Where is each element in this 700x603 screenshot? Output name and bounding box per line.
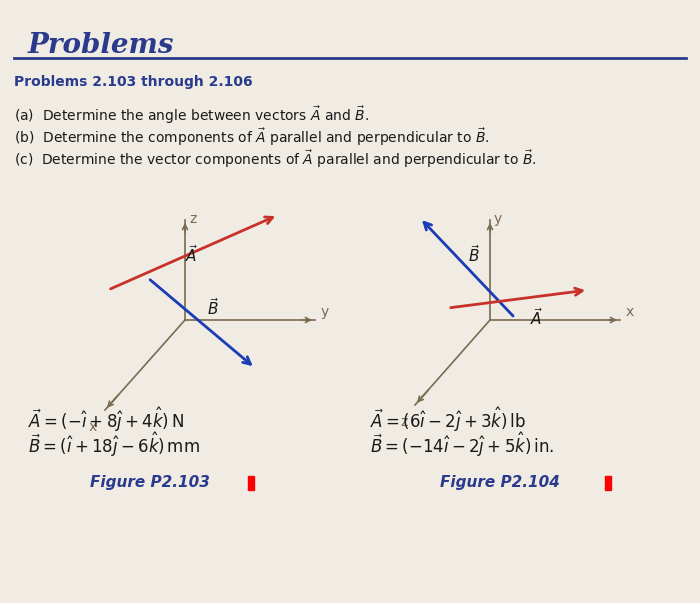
Text: $\vec{A}$: $\vec{A}$ bbox=[530, 308, 543, 329]
Text: $\vec{B} = (\hat{\imath} + 18\hat{\jmath} - 6\hat{k})\,\mathrm{mm}$: $\vec{B} = (\hat{\imath} + 18\hat{\jmath… bbox=[28, 430, 200, 459]
Text: x: x bbox=[89, 420, 97, 434]
Text: Figure P2.104: Figure P2.104 bbox=[440, 475, 560, 490]
Text: z: z bbox=[400, 415, 407, 429]
Text: $\vec{B}$: $\vec{B}$ bbox=[468, 245, 480, 265]
Text: z: z bbox=[189, 212, 197, 226]
Text: y: y bbox=[494, 212, 503, 226]
Text: Problems: Problems bbox=[28, 32, 174, 59]
Text: (b)  Determine the components of $\vec{A}$ parallel and perpendicular to $\vec{B: (b) Determine the components of $\vec{A}… bbox=[14, 126, 489, 148]
Text: y: y bbox=[321, 305, 329, 319]
Text: $\vec{B}$: $\vec{B}$ bbox=[207, 297, 219, 318]
Text: $\vec{A} = (-\hat{\imath} + 8\hat{\jmath} + 4\hat{k})\,\mathrm{N}$: $\vec{A} = (-\hat{\imath} + 8\hat{\jmath… bbox=[28, 405, 184, 434]
Text: $\vec{B} = (-14\hat{\imath} - 2\hat{\jmath} + 5\hat{k})\,\mathrm{in.}$: $\vec{B} = (-14\hat{\imath} - 2\hat{\jma… bbox=[370, 430, 554, 459]
Text: Figure P2.103: Figure P2.103 bbox=[90, 475, 210, 490]
Text: Problems 2.103 through 2.106: Problems 2.103 through 2.106 bbox=[14, 75, 253, 89]
Bar bbox=[605, 476, 611, 490]
Text: (a)  Determine the angle between vectors $\vec{A}$ and $\vec{B}$.: (a) Determine the angle between vectors … bbox=[14, 104, 369, 125]
Text: x: x bbox=[626, 305, 634, 319]
Text: $\vec{A} = (6\hat{\imath} - 2\hat{\jmath} + 3\hat{k})\,\mathrm{lb}$: $\vec{A} = (6\hat{\imath} - 2\hat{\jmath… bbox=[370, 405, 526, 434]
Text: (c)  Determine the vector components of $\vec{A}$ parallel and perpendicular to : (c) Determine the vector components of $… bbox=[14, 148, 537, 169]
Text: $\vec{A}$: $\vec{A}$ bbox=[185, 245, 198, 265]
Bar bbox=[248, 476, 254, 490]
